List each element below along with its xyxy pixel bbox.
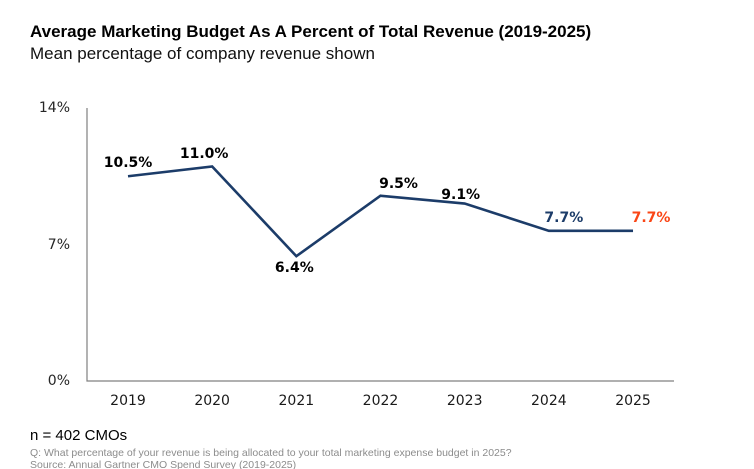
data-point-label: 10.5%	[103, 155, 153, 172]
x-axis-year-label: 2023	[446, 393, 483, 409]
x-axis-year-label: 2021	[278, 393, 315, 409]
x-axis-year-label: 2019	[110, 393, 146, 409]
data-point-label: 11.0%	[179, 145, 229, 162]
y-axis-tick-label: 0%	[47, 373, 70, 389]
data-point-label: 7.7%	[631, 209, 671, 226]
y-axis-tick-label: 14%	[38, 100, 70, 116]
x-axis-year-label: 2024	[531, 393, 567, 409]
budget-trend-line	[127, 165, 634, 258]
chart-subtitle: Mean percentage of company revenue shown	[30, 44, 375, 63]
sample-size-note: n = 402 CMOs	[30, 427, 128, 444]
data-point-label: 7.7%	[544, 209, 584, 226]
chart-title: Average Marketing Budget As A Percent of…	[30, 22, 592, 41]
source-note: Source: Annual Gartner CMO Spend Survey …	[30, 459, 297, 469]
data-point-label: 9.1%	[441, 186, 481, 203]
axis-lines	[86, 108, 674, 382]
x-axis-year-label: 2022	[362, 393, 399, 409]
x-axis-year-label: 2020	[194, 393, 230, 409]
data-point-label: 9.5%	[379, 175, 418, 192]
survey-question-note: Q: What percentage of your revenue is be…	[30, 447, 512, 459]
y-axis-tick-label: 7%	[47, 236, 70, 253]
data-point-label: 6.4%	[274, 260, 314, 277]
x-axis-year-label: 2025	[615, 393, 651, 409]
